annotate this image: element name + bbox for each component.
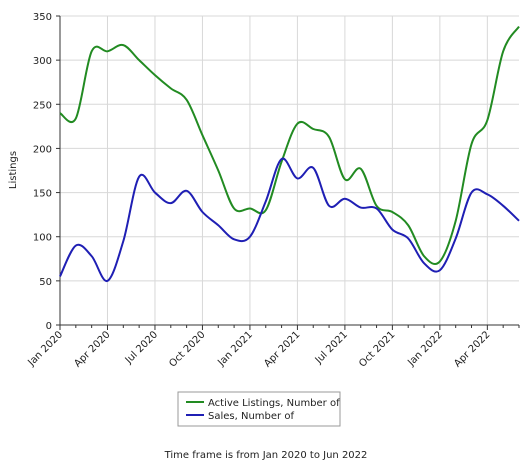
x-tick-label: Jan 2020 (25, 329, 65, 369)
y-tick-label: 300 (33, 56, 52, 67)
y-tick-label: 150 (33, 189, 52, 200)
x-tick-label: Jan 2022 (405, 329, 445, 369)
series-line (59, 157, 520, 282)
x-tick-label: Jul 2020 (123, 329, 160, 366)
y-axis-label: Listings (8, 151, 19, 189)
y-tick-label: 200 (33, 144, 52, 155)
y-tick-label: 100 (33, 233, 52, 244)
legend-label: Active Listings, Number of (208, 398, 340, 409)
y-tick-label: 0 (46, 321, 52, 332)
x-tick-label: Apr 2021 (262, 329, 302, 369)
x-tick-label: Oct 2020 (167, 329, 207, 369)
x-tick-label: Apr 2020 (72, 329, 112, 369)
footer: Time frame is from Jan 2020 to Jun 2022 (164, 450, 368, 461)
series-line (59, 26, 520, 265)
legend-label: Sales, Number of (208, 411, 294, 422)
y-tick-label: 350 (33, 12, 52, 23)
y-tick-label: 50 (39, 277, 52, 288)
x-tick-label: Apr 2022 (452, 329, 492, 369)
y-tick-label: 250 (33, 100, 52, 111)
x-tick-label: Oct 2021 (357, 329, 397, 369)
legend-box (177, 391, 341, 427)
x-tick-label: Jul 2021 (313, 329, 350, 366)
x-tick-label: Jan 2021 (215, 329, 255, 369)
